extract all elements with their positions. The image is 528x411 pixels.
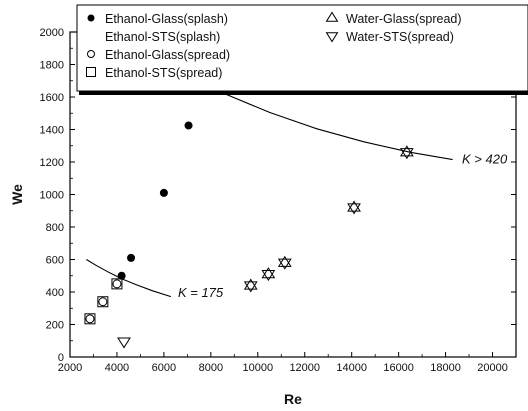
x-tick-label: 12000 [289,362,320,374]
annotations-layer: K = 175 K > 420 [178,152,508,300]
data-point-filled-circle [127,253,136,262]
data-point-down-triangle [243,281,258,293]
x-tick-label: 6000 [152,362,176,374]
data-point-up-triangle [399,145,414,157]
x-tick-label: 20000 [477,362,508,374]
data-point-open-circle [85,314,95,324]
y-tick-label: 800 [46,222,64,234]
legend: Ethanol-Glass(splash) Ethanol-STS(splash)… [76,4,528,95]
y-tick-label: 400 [46,287,64,299]
axes-layer: 2000 4000 6000 8000 10000 12000 14000 16000 1800… [9,27,517,407]
data-point-open-circle [98,297,108,307]
curve-k-175 [86,259,172,298]
data-point-open-square [97,296,109,308]
x-tick-label: 16000 [383,362,414,374]
data-point-down-triangle [277,258,292,270]
legend-marker-down-triangle [325,32,339,43]
y-tick-label: 1200 [40,157,64,169]
data-point-filled-circle [117,271,126,280]
data-point-open-circle [112,279,122,289]
x-tick-label: 4000 [105,362,129,374]
data-point-down-triangle [399,148,414,160]
data-point-down-triangle [117,337,131,349]
legend-label: Water-STS(spread) [346,30,454,44]
y-tick-label: 0 [58,352,64,364]
data-point-open-square [111,278,123,290]
y-tick-label: 1400 [40,125,64,137]
data-point-up-triangle [261,267,276,279]
legend-label: Water-Glass(spread) [346,12,462,26]
y-tick-label: 1600 [40,92,64,104]
legend-box [76,4,528,92]
annotation-label: K = 175 [178,285,224,300]
points-layer [84,121,414,349]
y-tick-label: 600 [46,255,64,267]
data-point-down-triangle [347,203,361,215]
legend-label: Ethanol-STS(spread) [105,66,222,80]
data-point-up-triangle [277,255,292,267]
legend-marker-open-circle [87,50,95,58]
y-tick-label: 1000 [40,190,64,202]
x-tick-label: 18000 [430,362,461,374]
legend-label: Ethanol-Glass(splash) [105,12,228,26]
x-tick-label: 2000 [58,362,82,374]
data-point-filled-circle [159,188,168,197]
y-tick-label: 1800 [40,60,64,72]
legend-marker-up-triangle [325,11,339,22]
x-axis-title: Re [284,391,302,407]
y-axis-title: We [9,184,25,205]
data-point-down-triangle [261,270,276,282]
x-tick-label: 14000 [336,362,367,374]
legend-label: Ethanol-Glass(spread) [105,48,230,62]
legend-label: Ethanol-STS(splash) [105,30,220,44]
x-tick-label: 10000 [242,362,273,374]
data-point-open-square [84,313,96,325]
x-tick-label: 8000 [199,362,223,374]
data-point-filled-circle [184,121,193,130]
legend-marker-filled-circle [87,14,95,22]
y-tick-label: 2000 [40,27,64,39]
y-tick-label: 200 [46,320,64,332]
data-point-up-triangle [243,278,258,290]
annotation-label: K > 420 [462,152,508,167]
legend-marker-open-square [86,67,96,77]
data-point-up-triangle [347,200,361,212]
